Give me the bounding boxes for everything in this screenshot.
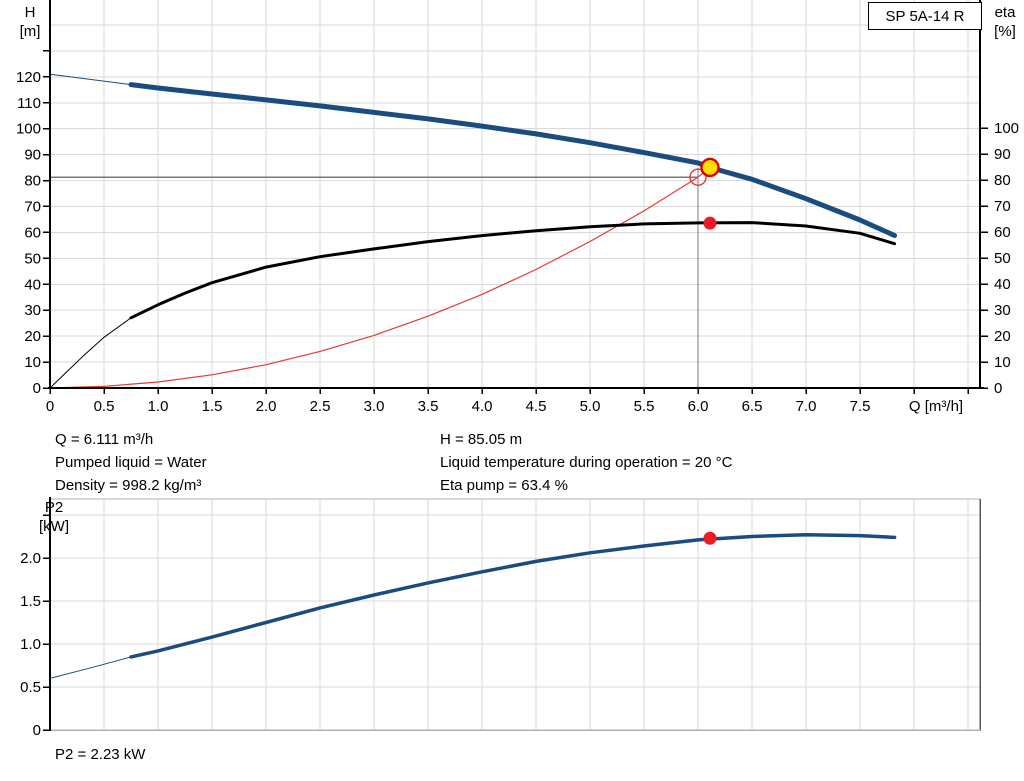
q-axis-tick-label: 5.0 [580, 398, 601, 415]
info-pumped-liquid: Pumped liquid = Water [55, 454, 207, 471]
h-axis-label-line1: H [24, 4, 36, 21]
duty-info-left: Q = 6.111 m³/h Pumped liquid = Water Den… [55, 428, 207, 497]
h-axis-tick-label: 90 [24, 147, 41, 164]
p2-curve-thin-segment [49, 656, 132, 679]
q-axis-tick-label: 4.5 [526, 398, 547, 415]
q-axis-tick-label: 0 [46, 398, 54, 415]
eta-axis-tick-label: 0 [994, 380, 1002, 397]
q-axis-tick-label: 1.5 [202, 398, 223, 415]
h-axis-tick-label: 10 [24, 354, 41, 371]
p2-axis-tick-label: 1.0 [20, 636, 41, 653]
eta-axis-tick-label: 30 [994, 302, 1011, 319]
q-axis-tick-label: 3.0 [364, 398, 385, 415]
q-axis-tick-label: 4.0 [472, 398, 493, 415]
pump-name: SP 5A-14 R [885, 7, 965, 25]
info-head: H = 85.05 m [440, 431, 523, 448]
p2-axis-tick-label: 1.5 [20, 593, 41, 610]
h-axis-tick-label: 60 [24, 224, 41, 241]
h-axis-tick-label: 30 [24, 302, 41, 319]
info-flow: Q = 6.111 m³/h [55, 431, 154, 448]
h-axis-tick-label: 120 [16, 69, 41, 86]
hq-eta-chart: 0 10 20 30 40 50 60 70 80 90 100 110 120 0 10 20 30 40 50 6… [16, 0, 1019, 415]
p2-axis-tick-label: 0.5 [20, 679, 41, 696]
q-axis-tick-label: 6.5 [742, 398, 763, 415]
q-axis-unit-label: Q [m³/h] [909, 398, 963, 415]
eta-axis-tick-label: 70 [994, 198, 1011, 215]
eta-curve [129, 221, 897, 320]
q-axis-tick-label: 7.5 [850, 398, 871, 415]
eta-axis-tick-label: 80 [994, 172, 1011, 189]
h-axis-tick-label: 80 [24, 173, 41, 190]
p2-axis-label-line1: P2 [44, 499, 64, 516]
h-axis-tick-label: 70 [24, 198, 41, 215]
h-axis-tick-label: 20 [24, 328, 41, 345]
p2-axis-tick-label: 2.0 [20, 550, 41, 567]
eta-axis-tick-label: 20 [994, 328, 1011, 345]
eta-axis-tick-label: 40 [994, 276, 1011, 293]
eta-axis-tick-label: 50 [994, 250, 1011, 267]
p2-axis-label: P2 [kW] [34, 498, 74, 536]
h-axis-tick-label: 100 [16, 121, 41, 138]
p2-axis-tick-label: 0 [33, 722, 41, 739]
q-axis-tick-label: 1.0 [148, 398, 169, 415]
info-eta-pump: Eta pump = 63.4 % [440, 477, 568, 494]
pump-name-box: SP 5A-14 R [868, 2, 982, 30]
q-axis-tick-label: 0.5 [94, 398, 115, 415]
info-density: Density = 998.2 kg/m³ [55, 477, 202, 494]
h-axis-label: H [m] [12, 3, 48, 41]
eta-axis-tick-label: 10 [994, 354, 1011, 371]
p2-chart: 0 0.5 1.0 1.5 2.0 [20, 497, 981, 739]
system-curve [49, 166, 711, 389]
p2-value-annotation: P2 = 2.23 kW [55, 746, 146, 763]
duty-point-head-marker [700, 157, 720, 178]
info-liquid-temperature: Liquid temperature during operation = 20… [440, 454, 733, 471]
eta-axis-tick-label: 90 [994, 146, 1011, 163]
q-axis-tick-label: 5.5 [634, 398, 655, 415]
h-axis-tick-label: 110 [17, 95, 41, 112]
head-curve [128, 82, 898, 238]
duty-point-eta-marker [703, 216, 717, 230]
q-axis-tick-label: 6.0 [688, 398, 709, 415]
duty-point-p2-marker [703, 531, 717, 545]
requested-duty-marker [689, 168, 707, 186]
duty-info-right: H = 85.05 m Liquid temperature during op… [440, 428, 732, 497]
q-axis-tick-label: 2.5 [310, 398, 331, 415]
p2-curve [129, 533, 897, 659]
h-axis-tick-label: 0 [33, 380, 41, 397]
p2-axis-label-line2: [kW] [39, 518, 69, 535]
eta-axis-label-line2: [%] [994, 23, 1016, 40]
h-axis-label-line2: [m] [19, 23, 41, 40]
q-axis-tick-label: 2.0 [256, 398, 277, 415]
head-curve-thin-segment [49, 73, 132, 86]
eta-curve-thin-segment [49, 317, 132, 389]
q-axis-tick-label: 7.0 [796, 398, 817, 415]
h-axis-tick-label: 40 [24, 276, 41, 293]
eta-axis-label-line1: eta [994, 4, 1016, 21]
h-axis-tick-label: 50 [24, 250, 41, 267]
q-axis-tick-label: 3.5 [418, 398, 439, 415]
eta-axis-tick-label: 60 [994, 224, 1011, 241]
eta-axis-label: eta [%] [986, 3, 1024, 41]
eta-axis-tick-label: 100 [994, 120, 1019, 137]
